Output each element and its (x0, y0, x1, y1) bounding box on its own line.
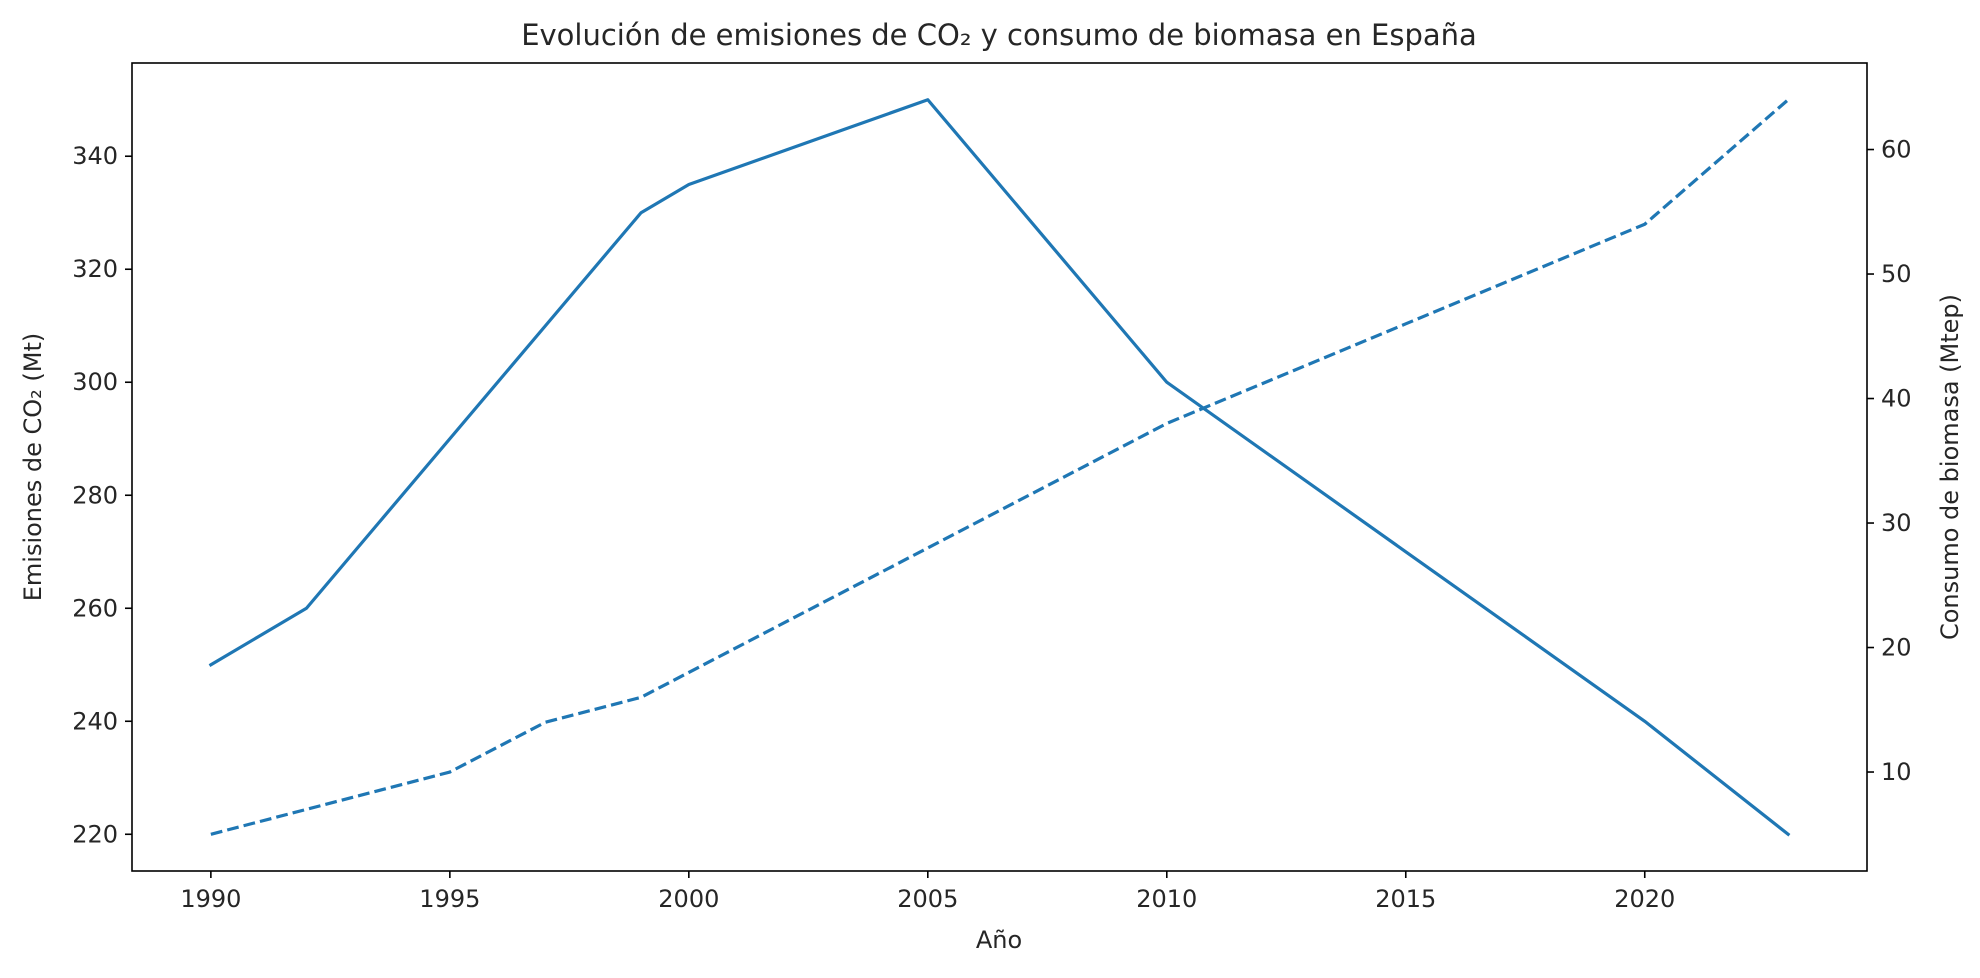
x-tick-label: 2000 (658, 885, 719, 913)
right-y-tick-label: 30 (1881, 509, 1912, 537)
left-y-tick-label: 260 (72, 594, 118, 622)
right-y-tick-label: 60 (1881, 136, 1912, 164)
plot-frame (131, 62, 1868, 872)
left-y-tick-label: 220 (72, 820, 118, 848)
x-tick-label: 2020 (1614, 885, 1675, 913)
x-tick-label: 2005 (897, 885, 958, 913)
left-y-tick-label: 300 (72, 368, 118, 396)
x-tick-label: 2010 (1136, 885, 1197, 913)
right-y-axis-label: Consumo de biomasa (Mtep) (1936, 294, 1964, 640)
x-tick-label: 2015 (1375, 885, 1436, 913)
series-layer (208, 98, 1791, 837)
series-line-biomass (210, 98, 1790, 836)
left-y-tick-label: 320 (72, 255, 118, 283)
right-y-tick-label: 10 (1881, 758, 1912, 786)
left-y-tick-label: 340 (72, 142, 118, 170)
left-y-axis: 220 240 260 280 300 320 340 (72, 142, 132, 848)
right-y-tick-label: 50 (1881, 260, 1912, 288)
left-y-tick-label: 240 (72, 707, 118, 735)
chart-title: Evolución de emisiones de CO₂ y consumo … (521, 18, 1477, 52)
x-axis-label: Año (976, 926, 1022, 954)
series-line-co2 (208, 98, 1791, 837)
left-y-axis-label: Emisiones de CO₂ (Mt) (19, 333, 47, 602)
right-y-axis: 10 20 30 40 50 60 (1867, 136, 1912, 786)
x-axis: 1990 1995 2000 2005 2010 2015 2020 (180, 871, 1675, 913)
left-y-tick-label: 280 (72, 481, 118, 509)
right-y-tick-label: 40 (1881, 385, 1912, 413)
right-y-tick-label: 20 (1881, 634, 1912, 662)
x-tick-label: 1990 (180, 885, 241, 913)
x-tick-label: 1995 (419, 885, 480, 913)
